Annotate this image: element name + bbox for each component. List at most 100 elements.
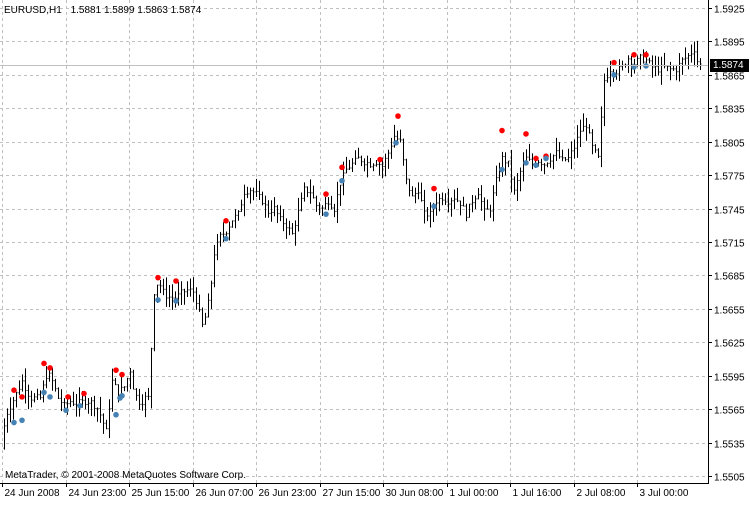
ohlc-bar bbox=[189, 278, 192, 297]
grid-lines bbox=[0, 0, 708, 483]
ohlc-bar bbox=[318, 202, 321, 216]
ohlc-bar bbox=[210, 280, 213, 310]
ohlc-bar bbox=[213, 245, 216, 288]
ohlc-bar bbox=[12, 396, 15, 420]
up-fractal-marker bbox=[155, 274, 161, 281]
down-fractal-marker bbox=[63, 407, 69, 414]
ohlc-bar bbox=[372, 163, 375, 172]
ohlc-bar bbox=[579, 119, 582, 147]
ohlc-bar bbox=[207, 293, 210, 318]
ohlc-bar bbox=[303, 182, 306, 202]
ohlc-bar bbox=[447, 188, 450, 213]
ohlc-bar bbox=[159, 280, 162, 294]
ohlc-bar bbox=[390, 137, 393, 159]
ohlc-bar bbox=[216, 234, 219, 261]
ohlc-bar bbox=[198, 294, 201, 312]
ohlc-bar bbox=[402, 138, 405, 166]
ohlc-bar bbox=[570, 141, 573, 170]
ohlc-bar bbox=[231, 220, 234, 228]
y-tick-label: 1.5625 bbox=[714, 339, 745, 350]
ohlc-bar bbox=[465, 203, 468, 222]
ohlc-bar bbox=[495, 165, 498, 196]
ohlc-bar bbox=[582, 113, 585, 132]
down-fractal-marker bbox=[113, 411, 119, 418]
ohlc-bar bbox=[57, 387, 60, 399]
ohlc-bar bbox=[636, 55, 639, 67]
ohlc-bar bbox=[279, 205, 282, 222]
ohlc-bar bbox=[573, 139, 576, 159]
down-fractal-marker bbox=[393, 140, 399, 146]
ohlc-bar bbox=[528, 143, 531, 161]
symbol-label: EURUSD,H1 bbox=[4, 5, 62, 16]
ohlc-bar bbox=[423, 189, 426, 224]
ohlc-label: 1.5881 1.5899 1.5863 1.5874 bbox=[71, 5, 202, 16]
y-tick-label: 1.5805 bbox=[714, 139, 745, 150]
ohlc-bar bbox=[300, 192, 303, 212]
y-tick-label: 1.5895 bbox=[714, 38, 745, 49]
ohlc-bar bbox=[426, 206, 429, 222]
up-fractal-marker bbox=[173, 278, 179, 284]
down-fractal-marker bbox=[173, 298, 179, 304]
ohlc-bar bbox=[657, 56, 660, 76]
up-fractal-marker bbox=[323, 191, 329, 197]
ohlc-bar bbox=[618, 59, 621, 81]
ohlc-bar bbox=[603, 73, 606, 127]
ohlc-bar bbox=[147, 387, 150, 401]
ohlc-bar bbox=[567, 148, 570, 163]
ohlc-bar bbox=[678, 53, 681, 82]
ohlc-bar bbox=[381, 157, 384, 179]
ohlc-bar bbox=[405, 158, 408, 185]
up-fractal-marker bbox=[339, 164, 345, 171]
ohlc-bar bbox=[576, 125, 579, 158]
down-fractal-marker bbox=[119, 392, 125, 399]
ohlc-bar bbox=[93, 395, 96, 417]
ohlc-bar bbox=[513, 176, 516, 195]
x-tick-label: 1 Jul 16:00 bbox=[513, 488, 562, 499]
ohlc-bar bbox=[15, 391, 18, 408]
ohlc-bar bbox=[84, 395, 87, 410]
ohlc-bar bbox=[396, 130, 399, 142]
x-tick-label: 24 Jun 23:00 bbox=[69, 488, 127, 499]
ohlc-bar bbox=[594, 144, 597, 153]
copyright-text: MetaTrader, © 2001-2008 MetaQuotes Softw… bbox=[5, 470, 246, 481]
down-fractal-marker bbox=[11, 419, 17, 426]
ohlc-bar bbox=[546, 162, 549, 168]
ohlc-bar bbox=[348, 159, 351, 170]
ohlc-bar bbox=[264, 195, 267, 218]
y-tick-label: 1.5685 bbox=[714, 272, 745, 283]
ohlc-bar bbox=[138, 388, 141, 410]
ohlc-bar bbox=[282, 209, 285, 232]
ohlc-bar bbox=[444, 193, 447, 206]
ohlc-bar bbox=[72, 391, 75, 406]
ohlc-bar bbox=[543, 163, 546, 175]
ohlc-bar bbox=[327, 197, 330, 211]
ohlc-bar bbox=[369, 157, 372, 168]
y-tick-label: 1.5715 bbox=[714, 239, 745, 250]
ohlc-bar bbox=[39, 390, 42, 400]
ohlc-bar bbox=[507, 160, 510, 168]
ohlc-bar bbox=[273, 197, 276, 217]
ohlc-bar bbox=[474, 195, 477, 209]
chart-header: EURUSD,H1 1.5881 1.5899 1.5863 1.5874 bbox=[4, 5, 202, 16]
ohlc-bar bbox=[360, 155, 363, 167]
ohlc-bar bbox=[90, 397, 93, 417]
ohlc-bar bbox=[555, 137, 558, 161]
ohlc-bar bbox=[246, 186, 249, 199]
ohlc-bar bbox=[606, 67, 609, 83]
ohlc-bar bbox=[336, 181, 339, 224]
ohlc-bar bbox=[36, 388, 39, 400]
ohlc-bar bbox=[504, 152, 507, 176]
ohlc-bar bbox=[429, 202, 432, 228]
ohlc-bar bbox=[516, 172, 519, 202]
ohlc-bar bbox=[201, 307, 204, 328]
x-tick-label: 2 Jul 08:00 bbox=[577, 488, 626, 499]
ohlc-bar bbox=[420, 182, 423, 202]
ohlc-bar bbox=[102, 413, 105, 434]
ohlc-bar bbox=[489, 204, 492, 218]
ohlc-bar bbox=[417, 182, 420, 200]
ohlc-bar bbox=[180, 281, 183, 306]
ohlc-bar bbox=[681, 57, 684, 75]
ohlc-bar bbox=[387, 149, 390, 169]
